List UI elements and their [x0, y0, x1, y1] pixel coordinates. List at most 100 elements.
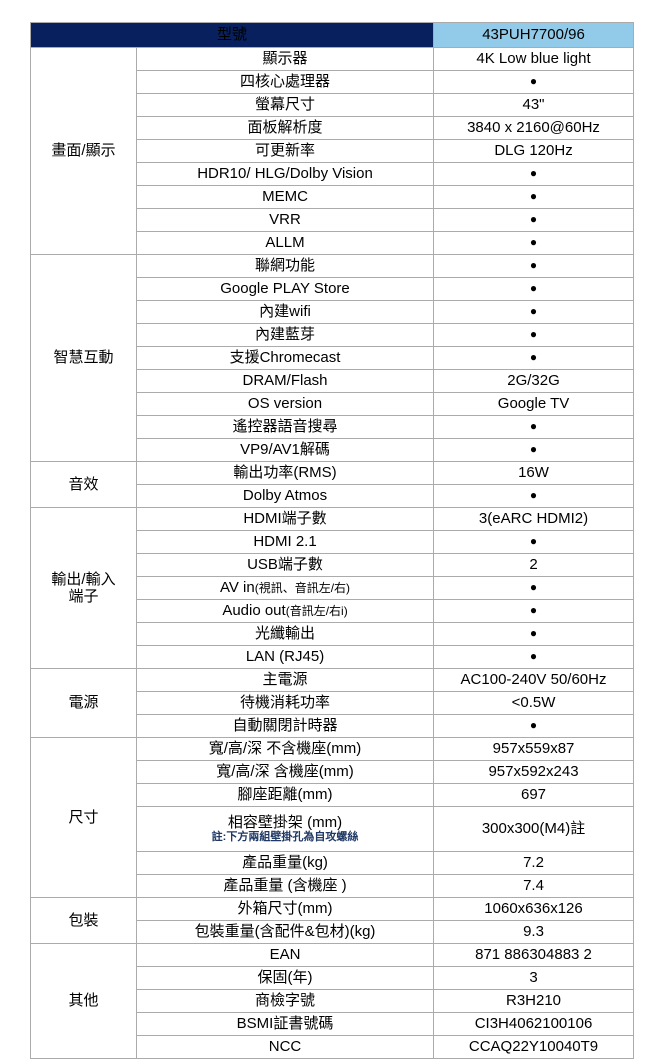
spec-name-cell: LAN (RJ45) — [135, 645, 435, 669]
spec-name-cell: 主電源 — [135, 668, 435, 692]
spec-name-text: 產品重量 (含機座 ) — [223, 877, 347, 895]
feature-bullet: ● — [433, 599, 635, 623]
spec-name-text: 包裝重量(含配件&包材)(kg) — [194, 923, 376, 941]
feature-bullet: ● — [433, 254, 635, 278]
feature-bullet: ● — [433, 438, 635, 462]
spec-row: AV in(視訊、音訊左/右) ● — [31, 576, 635, 600]
spec-footnote: 註:下方兩組壁掛孔為自攻螺絲 — [211, 831, 359, 844]
feature-bullet: ● — [433, 185, 635, 209]
spec-name-text: 寬/高/深 含機座(mm) — [216, 763, 354, 781]
spec-name-cell: 包裝重量(含配件&包材)(kg) — [135, 920, 435, 944]
spec-name-text: 光纖輸出 — [255, 625, 316, 643]
spec-name-cell: 內建wifi — [135, 300, 435, 324]
spec-name-text: Audio out — [222, 602, 286, 620]
spec-name-text: 內建藍芽 — [255, 326, 316, 344]
spec-name-cell: Audio out(音訊左/右i) — [135, 599, 435, 623]
group-label: 畫面/顯示 — [30, 47, 137, 255]
feature-bullet: ● — [433, 323, 635, 347]
spec-name-text: MEMC — [262, 188, 308, 206]
spec-name-cell: 寬/高/深 含機座(mm) — [135, 760, 435, 784]
spec-row: 包裝重量(含配件&包材)(kg) 9.3 — [31, 920, 635, 944]
spec-row: 支援Chromecast ● — [31, 346, 635, 370]
spec-name-cell: 可更新率 — [135, 139, 435, 163]
spec-name-cell: 產品重量(kg) — [135, 851, 435, 875]
spec-row: 產品重量 (含機座 ) 7.4 — [31, 874, 635, 898]
feature-bullet: ● — [433, 622, 635, 646]
spec-name-cell: VP9/AV1解碼 — [135, 438, 435, 462]
spec-row: 遙控器語音搜尋 ● — [31, 415, 635, 439]
spec-name-cell: 支援Chromecast — [135, 346, 435, 370]
group-label: 包裝 — [30, 897, 137, 944]
spec-name-text: 遙控器語音搜尋 — [232, 418, 338, 436]
spec-row: 可更新率 DLG 120Hz — [31, 139, 635, 163]
header-row: 型號 43PUH7700/96 — [29, 22, 635, 48]
feature-bullet: ● — [433, 645, 635, 669]
spec-row: Dolby Atmos ● — [31, 484, 635, 508]
spec-name-text: 面板解析度 — [247, 119, 323, 137]
spec-name-cell: ALLM — [135, 231, 435, 255]
spec-name-cell: 螢幕尺寸 — [135, 93, 435, 117]
spec-name-text: 螢幕尺寸 — [255, 96, 316, 114]
spec-name-cell: 面板解析度 — [135, 116, 435, 140]
spec-row: 輸出/輸入 端子 HDMI端子數 3(eARC HDMI2) — [30, 507, 635, 669]
group-label: 智慧互動 — [30, 254, 137, 462]
spec-value-cell: Google TV — [433, 392, 635, 416]
spec-name-cell: 光纖輸出 — [135, 622, 435, 646]
spec-name-text: LAN (RJ45) — [245, 648, 325, 666]
spec-name-text: 待機消耗功率 — [240, 694, 331, 712]
spec-name-cell: 聯網功能 — [135, 254, 435, 278]
spec-name-cell: 外箱尺寸(mm) — [135, 897, 435, 921]
spec-name-cell: Google PLAY Store — [135, 277, 435, 301]
spec-name-cell: 腳座距離(mm) — [135, 783, 435, 807]
spec-name-cell: 內建藍芽 — [135, 323, 435, 347]
spec-name-text: HDR10/ HLG/Dolby Vision — [197, 165, 373, 183]
spec-row: Audio out(音訊左/右i) ● — [31, 599, 635, 623]
spec-name-text: 顯示器 — [262, 50, 308, 68]
spec-name-text: ALLM — [265, 234, 305, 252]
spec-name-text: 支援Chromecast — [229, 349, 341, 367]
spec-value-cell: 3 — [433, 966, 635, 990]
spec-row: 光纖輸出 ● — [31, 622, 635, 646]
spec-row: 寬/高/深 含機座(mm) 957x592x243 — [31, 760, 635, 784]
spec-row: LAN (RJ45) ● — [31, 645, 635, 669]
spec-name-text: EAN — [269, 946, 301, 964]
spec-row: 音效 輸出功率(RMS) 16W — [30, 461, 635, 508]
spec-name-text: Google PLAY Store — [220, 280, 350, 298]
model-label: 型號 — [29, 22, 435, 48]
spec-row: 自動關閉計時器 ● — [31, 714, 635, 738]
spec-sheet: 型號 43PUH7700/96 畫面/顯示 顯示器 4K Low blue ligh… — [29, 22, 635, 1059]
spec-row: HDR10/ HLG/Dolby Vision ● — [31, 162, 635, 186]
spec-value-cell: 4K Low blue light — [433, 47, 635, 71]
spec-name-text: 主電源 — [262, 671, 308, 689]
spec-value-cell: 957x592x243 — [433, 760, 635, 784]
spec-value-cell: CCAQ22Y10040T9 — [433, 1035, 635, 1059]
spec-name-cell: 保固(年) — [135, 966, 435, 990]
spec-row: 電源 主電源 AC100-240V 50/60Hz — [30, 668, 635, 738]
spec-row: BSMI証書號碼 CI3H4062100106 — [31, 1012, 635, 1036]
group-label: 音效 — [30, 461, 137, 508]
spec-value-cell: 1060x636x126 — [433, 897, 635, 921]
group-label: 尺寸 — [30, 737, 137, 898]
spec-name-text: 相容壁掛架 (mm) — [227, 814, 343, 832]
feature-bullet: ● — [433, 208, 635, 232]
spec-row: 畫面/顯示 顯示器 4K Low blue light — [30, 47, 635, 255]
spec-name-text: HDMI端子數 — [243, 510, 327, 528]
spec-name-cell: USB端子數 — [135, 553, 435, 577]
spec-name-cell: Dolby Atmos — [135, 484, 435, 508]
spec-value-cell: 2G/32G — [433, 369, 635, 393]
spec-value-cell: CI3H4062100106 — [433, 1012, 635, 1036]
group-label: 其他 — [30, 943, 137, 1059]
feature-bullet: ● — [433, 231, 635, 255]
feature-bullet: ● — [433, 346, 635, 370]
spec-value-cell: R3H210 — [433, 989, 635, 1013]
spec-name-cell: BSMI証書號碼 — [135, 1012, 435, 1036]
feature-bullet: ● — [433, 415, 635, 439]
spec-row: 其他 EAN 871 886304883 2 — [30, 943, 635, 1059]
spec-name-cell: MEMC — [135, 185, 435, 209]
spec-value-cell: AC100-240V 50/60Hz — [433, 668, 635, 692]
spec-value-cell: <0.5W — [433, 691, 635, 715]
spec-value-cell: 957x559x87 — [433, 737, 635, 761]
model-value: 43PUH7700/96 — [433, 22, 635, 48]
spec-row: VP9/AV1解碼 ● — [31, 438, 635, 462]
spec-name-text: 商檢字號 — [255, 992, 316, 1010]
